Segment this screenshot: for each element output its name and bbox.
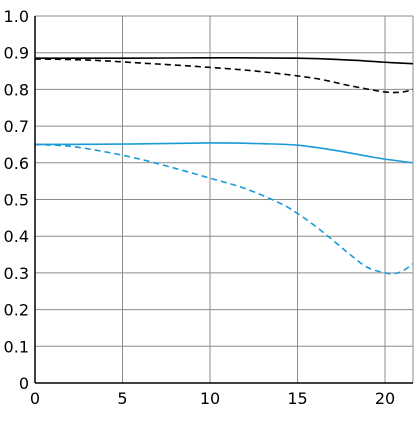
y-tick-label: 0.5 [4, 191, 29, 210]
y-tick-label: 0.8 [4, 80, 29, 99]
y-tick-label: 0 [19, 374, 29, 393]
y-tick-label: 0.3 [4, 264, 29, 283]
x-tick-label: 0 [30, 389, 40, 408]
y-tick-label: 0.1 [4, 337, 29, 356]
x-tick-label: 20 [375, 389, 395, 408]
grid [35, 15, 414, 383]
series-line-1 [34, 57, 414, 65]
series-line-2 [34, 58, 414, 94]
series-layer [34, 57, 414, 275]
y-tick-label: 0.4 [4, 227, 29, 246]
y-tick-label: 0.2 [4, 301, 29, 320]
x-tick-label: 5 [117, 389, 127, 408]
y-tick-label: 0.7 [4, 117, 29, 136]
x-tick-label: 15 [287, 389, 307, 408]
series-line-4 [34, 143, 414, 275]
axes [34, 16, 413, 384]
series-line-3 [34, 142, 414, 164]
y-tick-label: 0.6 [4, 154, 29, 173]
x-tick-label: 10 [200, 389, 220, 408]
tick-labels: 0 0.1 0.2 0.3 0.4 0.5 0.6 0.7 0.8 0.9 1.0 0 5 10 15 20 [4, 7, 396, 408]
y-tick-label: 1.0 [4, 7, 29, 26]
y-tick-label: 0.9 [4, 44, 29, 63]
